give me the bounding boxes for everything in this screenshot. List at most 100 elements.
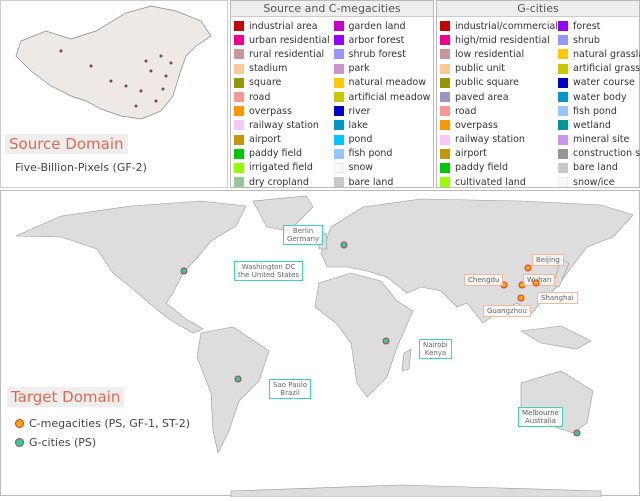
legend-label: forest [573, 20, 601, 32]
c-megacity-marker[interactable] [517, 294, 525, 302]
legend-item: artificial grassland [558, 62, 640, 76]
legend-label: artificial meadow [348, 91, 431, 103]
c-megacity-label: Shanghai [537, 292, 578, 304]
legend-item: railway station [440, 133, 558, 147]
color-swatch [333, 148, 344, 159]
africa [314, 272, 414, 398]
source-dataset-name: Five-Billion-Pixels (GF-2) [15, 161, 147, 174]
g-city-marker[interactable] [340, 241, 348, 249]
target-domain-title: Target Domain [7, 387, 125, 407]
legend-item: road [440, 104, 558, 118]
legend-label: fish pond [348, 148, 393, 160]
color-swatch [234, 63, 244, 74]
legend-item: low residential [440, 47, 558, 61]
color-swatch [558, 106, 569, 117]
color-swatch [333, 49, 344, 60]
legend-item: shrub forest [333, 47, 434, 61]
legend-label: wetland [573, 119, 611, 131]
legend-label: airport [455, 148, 487, 160]
legend-label: cultivated land [455, 176, 526, 188]
c-megacity-label: Chengdu [464, 274, 504, 286]
legend-label: paved area [455, 91, 509, 103]
legend-g-cities: G-cities (PS) [15, 436, 96, 449]
legend-item: airport [440, 147, 558, 161]
color-swatch [333, 177, 344, 188]
g-city-marker[interactable] [180, 267, 188, 275]
legend-item: industrial/commercial [440, 19, 558, 33]
legend-item: water body [558, 90, 640, 104]
legend-label: mineral site [573, 134, 630, 146]
g-city-marker[interactable] [573, 429, 581, 437]
legend-label: artificial grassland [573, 63, 640, 75]
color-swatch [440, 35, 450, 46]
g-city-label: Washington DC the United States [234, 261, 304, 281]
c-megacity-marker[interactable] [524, 264, 532, 272]
legend-label: construction site [573, 148, 640, 160]
g-city-label: Nairobi Kenya [419, 339, 452, 359]
legend-item: arbor forest [333, 33, 434, 47]
legend-item: bare land [558, 161, 640, 175]
orange-dot-icon [15, 419, 24, 428]
legend-label: square [249, 77, 282, 89]
color-swatch [234, 177, 244, 188]
g-city-label: Sao Paulo Brazil [269, 379, 312, 399]
color-swatch [440, 77, 450, 88]
legend-item: high/mid residential [440, 33, 558, 47]
legend-label: bare land [348, 176, 394, 188]
legend-label: high/mid residential [455, 34, 550, 46]
c-megacity-marker[interactable] [532, 279, 540, 287]
legend-label: road [249, 91, 271, 103]
legend-label: bare land [573, 162, 618, 174]
legend-label: industrial/commercial [455, 20, 559, 32]
legend-item: mineral site [558, 133, 640, 147]
legend-item: urban residential [234, 33, 334, 47]
color-swatch [440, 148, 450, 159]
color-swatch [558, 148, 569, 159]
legend-label: water body [573, 91, 627, 103]
color-swatch [440, 63, 450, 74]
color-swatch [333, 162, 344, 173]
legend-label: railway station [249, 119, 319, 131]
legend-item: square [234, 76, 334, 90]
legend-label: pond [348, 134, 373, 146]
legend-item: fish pond [558, 104, 640, 118]
legend-item: cultivated land [440, 175, 558, 189]
legend-item: dry cropland [234, 175, 334, 189]
c-megacity-label: Guangzhou [483, 305, 531, 317]
color-swatch [234, 49, 244, 60]
legend-label: natural meadow [348, 77, 427, 89]
legend-item: airport [234, 133, 334, 147]
legend-label: industrial area [249, 20, 318, 32]
legend-item: public square [440, 76, 558, 90]
legend-item: industrial area [234, 19, 334, 33]
legend-label: river [348, 105, 371, 117]
c-megacity-label: Beijing [532, 254, 564, 266]
legend-item: rural residential [234, 47, 334, 61]
color-swatch [234, 92, 244, 103]
legend-item: river [333, 104, 434, 118]
legend-label: airport [249, 134, 281, 146]
teal-dot-icon [15, 438, 24, 447]
legend-item: overpass [440, 118, 558, 132]
g-cities-legend: G-cities industrial/commercial high/mid r… [436, 0, 640, 188]
color-swatch [558, 162, 569, 173]
color-swatch [558, 63, 569, 74]
g-city-marker[interactable] [382, 337, 390, 345]
legend-item: bare land [333, 175, 434, 189]
legend-label: overpass [455, 119, 498, 131]
color-swatch [333, 63, 344, 74]
color-swatch [440, 134, 450, 145]
color-swatch [234, 106, 244, 117]
legend-item: artificial meadow [333, 90, 434, 104]
color-swatch [234, 21, 244, 32]
color-swatch [440, 177, 450, 188]
color-swatch [440, 120, 450, 131]
color-swatch [234, 35, 244, 46]
legend-item: water course [558, 76, 640, 90]
legend-item: wetland [558, 118, 640, 132]
legend-item: park [333, 62, 434, 76]
color-swatch [333, 92, 344, 103]
legend-item: lake [333, 118, 434, 132]
g-city-marker[interactable] [234, 375, 242, 383]
color-swatch [440, 106, 450, 117]
